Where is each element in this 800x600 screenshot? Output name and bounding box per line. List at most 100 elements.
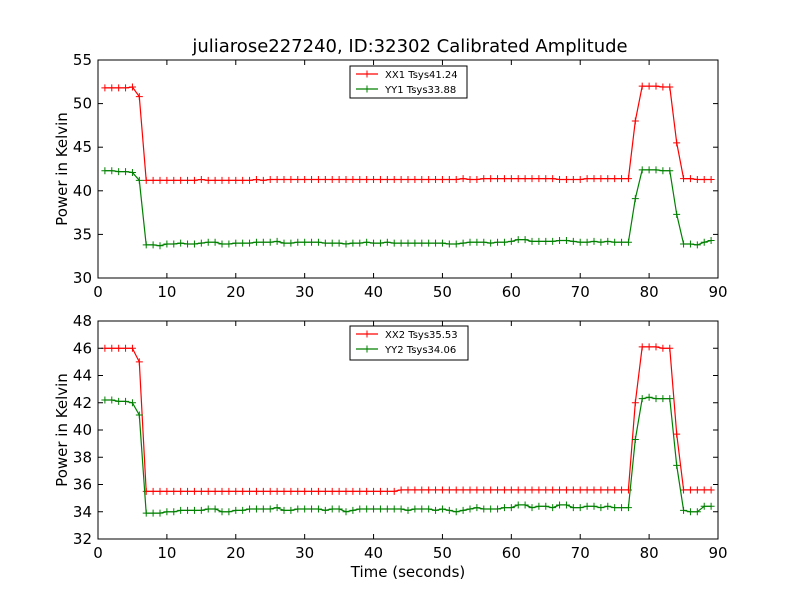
data-point [404,239,412,247]
data-point [149,241,157,249]
data-point [666,167,674,175]
x-tick-label: 60 [502,283,521,301]
data-point [156,242,164,250]
data-point [246,487,254,495]
data-point [232,506,240,514]
data-point [135,358,143,366]
data-point [569,175,577,183]
data-point [707,486,715,494]
data-point [666,344,674,352]
data-point [473,486,481,494]
data-point [349,487,357,495]
x-tick-label: 40 [364,544,383,562]
data-point [239,506,247,514]
data-point [645,393,653,401]
data-point [252,175,260,183]
data-point [259,176,267,184]
data-point [521,501,529,509]
data-point [170,508,178,516]
data-point [170,240,178,248]
data-point [156,509,164,517]
data-point [535,502,543,510]
data-point [652,343,660,351]
data-point [266,505,274,513]
data-point [680,506,688,514]
data-point [700,502,708,510]
data-point [590,486,598,494]
data-point [128,168,136,176]
data-point [356,175,364,183]
x-tick-label: 20 [226,283,245,301]
x-tick-label: 70 [571,283,590,301]
data-point [666,395,674,403]
data-point [349,506,357,514]
data-point [177,239,185,247]
data-point [480,505,488,513]
data-point [707,502,715,510]
data-point [583,238,591,246]
data-point [232,176,240,184]
data-point [624,238,632,246]
data-point [273,237,281,245]
data-point [259,487,267,495]
data-point [438,505,446,513]
data-point [645,343,653,351]
data-point [321,487,329,495]
data-point [480,175,488,183]
data-point [425,175,433,183]
data-point [225,508,233,516]
data-point [576,175,584,183]
data-point [156,176,164,184]
data-point [363,175,371,183]
data-point [177,176,185,184]
data-point [363,487,371,495]
data-point [349,175,357,183]
data-point [556,501,564,509]
data-point [418,486,426,494]
x-tick-label: 20 [226,544,245,562]
data-point [432,486,440,494]
data-point [321,175,329,183]
data-point [101,84,109,92]
data-point [128,344,136,352]
data-point [521,175,529,183]
data-point [363,505,371,513]
data-point [101,167,109,175]
data-point [204,238,212,246]
data-point [376,175,384,183]
x-tick-label: 10 [157,283,176,301]
data-point [693,241,701,249]
data-point [542,502,550,510]
data-point [680,240,688,248]
data-point [390,487,398,495]
data-point [487,239,495,247]
data-point [184,506,192,514]
data-point [294,175,302,183]
data-point [618,175,626,183]
legend-label: XX2 Tsys35.53 [385,330,458,341]
data-point [287,239,295,247]
data-point [321,239,329,247]
data-point [115,344,123,352]
data-point [211,176,219,184]
data-point [680,486,688,494]
data-point [652,166,660,174]
data-point [115,397,123,405]
data-point [294,238,302,246]
data-point [514,175,522,183]
data-point [514,486,522,494]
data-point [390,505,398,513]
data-point [390,175,398,183]
data-point [335,505,343,513]
data-point [342,508,350,516]
series-line [104,346,712,492]
data-point [314,175,322,183]
data-point [342,240,350,248]
data-point [707,237,715,245]
y-tick-label: 36 [73,476,92,494]
data-point [466,505,474,513]
data-point [680,175,688,183]
data-point [659,344,667,352]
data-point [135,93,143,101]
data-point [693,175,701,183]
